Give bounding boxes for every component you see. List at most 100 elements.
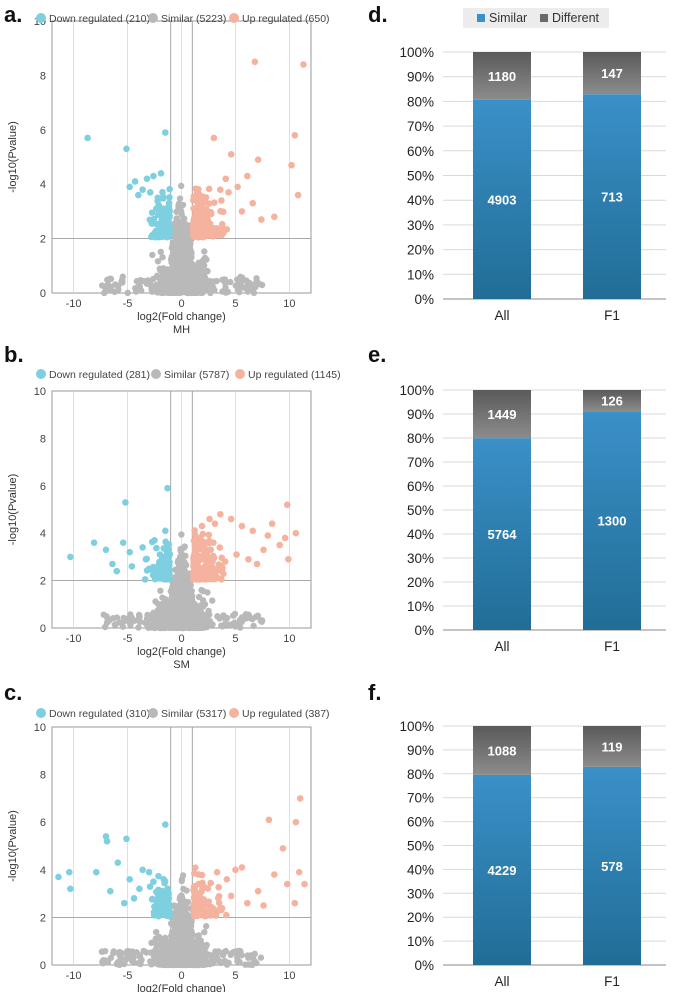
similar-point (199, 257, 207, 264)
down-point (148, 209, 156, 216)
up-point (219, 224, 227, 232)
similar-point (154, 258, 162, 265)
similar-point (176, 578, 183, 585)
down-point (139, 866, 146, 874)
x-tick-label: 10 (283, 633, 295, 645)
volcano-plot-1 (51, 390, 312, 632)
down-point (161, 554, 168, 562)
up-point (253, 560, 261, 568)
similar-point (187, 590, 194, 597)
similar-point (152, 951, 160, 958)
legend-label: Down regulated (210) (49, 13, 150, 25)
down-point (161, 879, 168, 887)
similar-point (182, 904, 190, 911)
bar-segment-similar (583, 94, 641, 300)
similar-point (236, 958, 243, 966)
similar-point (237, 618, 244, 626)
y-tick-label: 6 (40, 481, 46, 493)
down-point (157, 170, 165, 177)
similar-point (101, 947, 109, 955)
similar-point (248, 283, 255, 291)
legend-label: Similar (5317) (161, 708, 226, 720)
up-point (249, 527, 257, 535)
legend-marker (36, 369, 46, 379)
similar-point (171, 587, 179, 595)
similar-point (250, 622, 257, 630)
similar-point (219, 951, 227, 959)
legend-label-similar: Similar (489, 11, 527, 25)
similar-point (194, 955, 201, 962)
bar-segment-similar (473, 438, 531, 630)
bar-segment-different (473, 52, 531, 100)
similar-point (191, 948, 198, 955)
y-tick-label: 2 (40, 576, 46, 588)
down-point (154, 890, 162, 897)
similar-point (258, 281, 266, 289)
down-point (151, 571, 159, 579)
plot-title: SM (173, 659, 190, 671)
legend-label: Up regulated (650) (242, 13, 330, 25)
down-point (119, 539, 127, 546)
up-point (201, 562, 209, 570)
y-tick-label: 70% (407, 455, 434, 470)
similar-point (179, 918, 186, 926)
similar-point (153, 942, 161, 949)
similar-point (182, 580, 189, 587)
down-point (150, 878, 157, 885)
y-tick-label: 8 (40, 770, 46, 782)
bar-value-similar: 713 (601, 190, 623, 205)
similar-point (161, 596, 169, 603)
y-tick-label: 0% (414, 623, 434, 638)
similar-point (179, 232, 186, 239)
up-point (292, 529, 300, 537)
similar-point (180, 544, 187, 552)
bar-value-similar: 4229 (488, 863, 517, 878)
similar-point (158, 624, 165, 632)
up-point (203, 213, 211, 221)
similar-point (178, 586, 185, 593)
similar-point (201, 283, 209, 291)
down-point (165, 909, 173, 917)
similar-point (187, 240, 194, 248)
similar-point (178, 285, 185, 293)
up-point (279, 845, 287, 852)
similar-point (198, 613, 206, 621)
down-point (126, 183, 133, 191)
similar-point (182, 240, 189, 247)
x-tick-label: -5 (123, 970, 133, 982)
up-point (294, 191, 302, 199)
legend-swatch-similar (477, 14, 485, 22)
similar-point (121, 960, 128, 968)
y-tick-label: 4 (40, 179, 46, 191)
down-point (146, 883, 154, 890)
bar-segment-similar (473, 774, 531, 965)
similar-point (201, 928, 208, 936)
up-point (190, 232, 197, 240)
down-point (163, 570, 171, 578)
up-point (264, 532, 272, 539)
y-axis-label: -log10(Pvalue) (7, 810, 19, 882)
up-point (201, 232, 209, 240)
similar-point (227, 278, 234, 286)
up-point (194, 535, 202, 542)
similar-point (209, 597, 216, 604)
similar-point (178, 266, 186, 273)
y-tick-label: 100% (399, 719, 434, 734)
similar-point (202, 923, 210, 930)
up-point (206, 515, 213, 523)
similar-point (178, 531, 185, 538)
x-tick-label: 0 (178, 298, 184, 310)
similar-point (193, 932, 201, 940)
down-point (102, 546, 110, 554)
y-tick-label: 0% (414, 292, 434, 307)
volcano-plot-0 (51, 20, 312, 297)
similar-point (222, 616, 229, 623)
up-point (199, 879, 206, 887)
similar-point (186, 934, 193, 942)
down-point (165, 229, 172, 237)
y-tick-label: 20% (407, 575, 434, 590)
bar-segment-different (583, 726, 641, 767)
y-tick-label: 90% (407, 407, 434, 422)
down-point (123, 145, 130, 153)
